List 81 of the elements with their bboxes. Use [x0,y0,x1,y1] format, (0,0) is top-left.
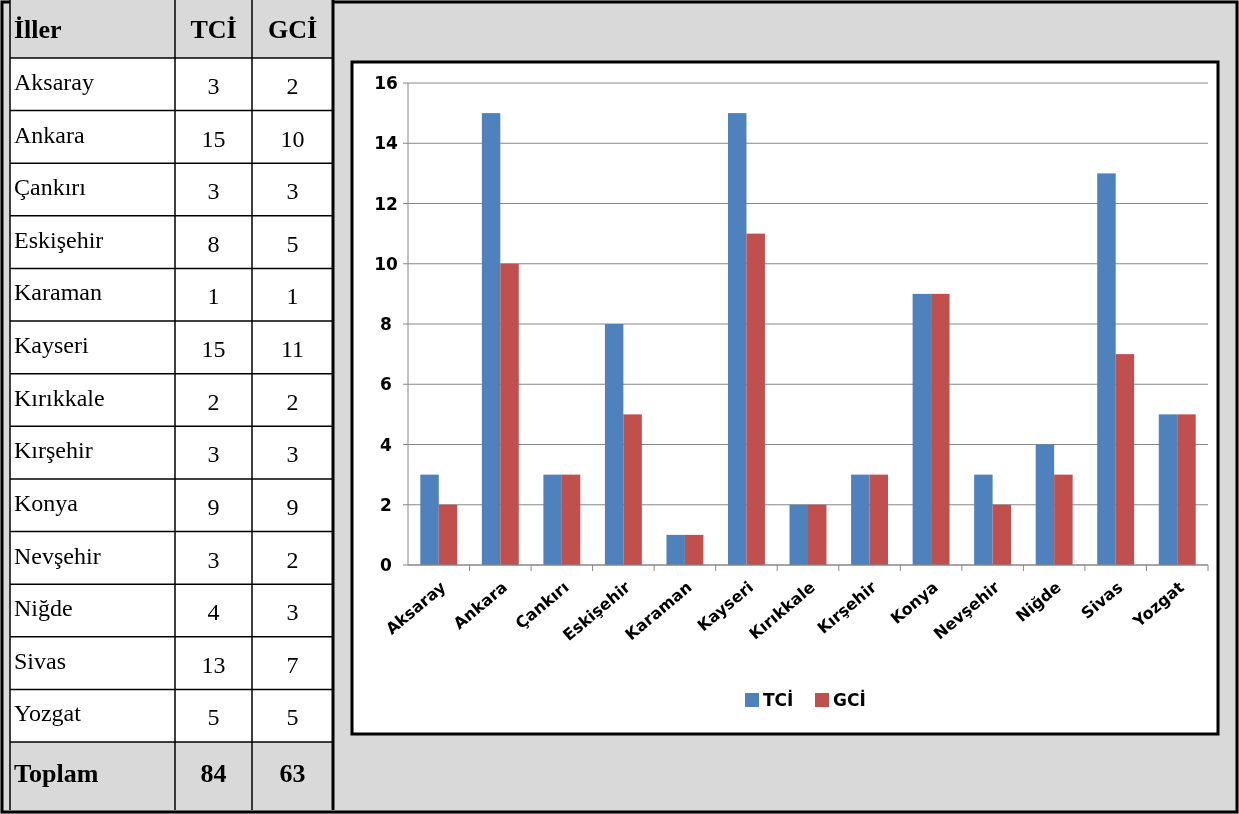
category-label: Karaman [14,279,102,306]
text: 63 [279,759,306,788]
category-label: Kırıkkale [14,384,105,411]
text: İller [14,15,62,44]
data-label: 15 [201,125,226,152]
legend-label: TCİ [763,689,794,710]
data-label: 8 [207,230,220,257]
data-label: 1 [286,283,299,310]
data-label: 3 [207,546,220,573]
bar [931,293,950,565]
bar [746,233,765,565]
text: Toplam [14,759,99,788]
bar [808,504,827,565]
bar [851,474,870,565]
data-label: 9 [207,493,220,520]
category-label: Yozgat [14,700,82,727]
data-label: 7 [286,651,299,678]
y-tick-label: 8 [380,314,392,334]
data-label: 5 [286,704,299,731]
bar [728,113,747,565]
bar [500,263,519,565]
category-label: Konya [14,489,79,516]
bar [789,504,808,565]
data-label: 3 [286,441,299,468]
data-label: 4 [207,599,220,626]
data-label: 2 [286,388,299,415]
y-tick-label: 12 [374,193,398,214]
bar [992,504,1012,565]
bar [438,504,458,565]
data-label: 3 [207,73,220,99]
bar [1177,414,1196,565]
category-label: Aksaray [14,69,94,95]
y-tick-label: 0 [380,555,393,575]
category-label: Sivas [14,647,67,674]
bar [481,113,501,565]
y-tick-label: 4 [380,434,393,455]
bar [1115,354,1135,565]
bar [1158,414,1178,565]
bar [543,474,562,565]
data-label: 2 [286,73,299,99]
bar [684,534,704,565]
data-label: 3 [207,178,220,205]
text: 84 [200,759,227,788]
bar [561,474,581,565]
bar [974,474,993,565]
category-label: Çankırı [14,174,87,201]
y-tick-label: 14 [374,133,398,154]
data-label: 5 [286,230,299,257]
y-tick-label: 6 [380,374,392,395]
data-label: 2 [286,546,299,573]
data-label: 11 [280,336,305,363]
text: GCİ [267,15,318,44]
data-label: 13 [201,651,226,678]
y-tick-label: 2 [380,494,392,515]
data-label: 3 [286,178,299,205]
bar [869,474,888,565]
data-label: 3 [286,599,299,626]
y-tick-label: 10 [374,253,398,274]
category-label: Ankara [14,121,85,148]
series-label: TCİ [190,15,237,44]
y-tick-label: 16 [374,73,398,93]
bar [1097,173,1116,565]
data-label: 10 [280,125,305,152]
data-label: 5 [207,704,220,731]
category-label: Eskişehir [14,226,104,253]
category-label: Kayseri [14,332,89,359]
bar [912,293,932,565]
category-label: Kırşehir [14,437,93,464]
bar [623,414,642,565]
data-label: 2 [207,388,220,415]
category-label: Nevşehir [14,542,101,569]
bar [1054,474,1073,565]
legend-label: GCİ [833,689,866,710]
bar [604,324,624,565]
data-label: 9 [286,493,299,520]
data-label: 1 [207,283,220,310]
bar [1035,444,1055,565]
data-label: 3 [207,441,220,468]
data-label: 15 [201,336,226,363]
bar [666,534,685,565]
bar [420,474,439,565]
